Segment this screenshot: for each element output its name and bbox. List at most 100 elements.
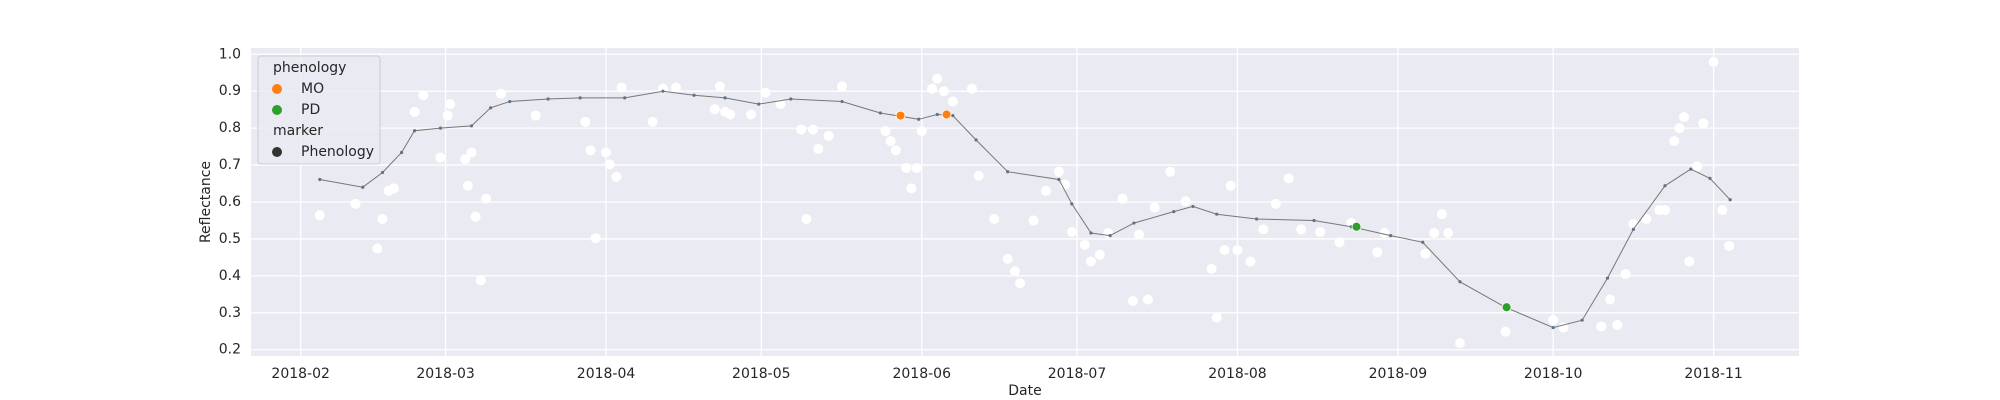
point [885,136,896,147]
x-tick-label: 2018-06 [892,366,951,382]
y-axis-label: Reflectance [198,161,214,243]
line-vertex [1631,227,1635,231]
legend-marker [272,84,282,94]
point [796,124,807,135]
point [745,109,756,120]
line-vertex [1108,234,1112,238]
line-vertex [508,99,512,104]
point [1596,321,1607,332]
point [709,104,720,115]
point [1717,205,1728,216]
point [1443,228,1454,239]
line-vertex [1132,221,1136,225]
y-tick-label: 0.8 [219,120,241,136]
x-tick-label: 2018-08 [1208,366,1267,382]
y-tick-label: 0.2 [219,342,241,358]
point [1501,302,1512,313]
point [466,147,477,158]
point [1620,269,1631,280]
legend: phenology MO PD marker Phenology [257,55,381,165]
point [801,213,812,224]
line-vertex [661,89,665,93]
point [906,183,917,194]
legend-subtitle: marker [273,123,323,139]
point [1436,209,1447,220]
point [435,152,446,163]
point [1142,294,1153,305]
point [616,82,627,93]
legend-box [257,55,381,165]
line-vertex [578,96,582,100]
point [880,126,891,137]
point [1684,256,1695,267]
legend-marker [272,105,282,115]
y-tick-label: 0.7 [219,157,241,173]
point [966,83,977,94]
line-vertex [1580,318,1584,322]
line-vertex [1689,167,1693,171]
line-vertex [935,112,939,117]
point [1002,253,1013,264]
line-vertex [1006,170,1010,174]
x-tick-label: 2018-11 [1684,366,1743,382]
y-tick-label: 0.3 [219,305,241,321]
line-vertex [623,96,627,100]
point [1225,180,1236,191]
point [1149,202,1160,213]
point [604,159,615,170]
x-tick-label: 2018-10 [1524,366,1583,382]
y-tick-label: 1.0 [219,46,241,62]
point [475,275,486,286]
point [1134,229,1145,240]
point [1372,247,1383,258]
point [1674,123,1685,134]
point [714,81,725,92]
point [1219,245,1230,256]
point [1698,118,1709,129]
point [1692,161,1703,172]
point [1679,112,1690,123]
point [1315,226,1326,237]
point [1165,166,1176,177]
point [1127,295,1138,306]
point [460,154,471,165]
point [725,109,736,120]
point [939,86,950,97]
line-vertex [469,124,474,128]
point [932,73,943,84]
point [911,163,922,174]
point [1066,226,1077,237]
point [989,213,1000,224]
point [611,171,622,182]
line-vertex [1551,325,1555,330]
point [1724,240,1735,251]
line-vertex [361,185,365,189]
point [442,110,453,121]
point [495,88,506,99]
point [1641,213,1652,224]
line-vertex [1663,184,1667,188]
point [808,124,819,135]
point [1079,239,1090,250]
grid: 0.2 0.3 0.4 0.5 0.6 0.7 0.8 0.9 1.0 2018-02 2018-0… [219,46,1799,382]
legend-title: phenology [273,60,346,76]
line-vertex [1089,231,1093,235]
line-vertex [789,97,793,101]
point [418,90,429,101]
point [372,243,383,254]
point [895,110,906,121]
point [1558,322,1569,333]
point [601,147,612,158]
line-vertex [1605,276,1610,280]
point [1351,221,1362,232]
line-vertex [489,106,493,110]
line-vertex [1421,240,1425,244]
point [377,213,388,224]
point [1245,256,1256,267]
line-vertex [1057,177,1061,182]
point [530,110,541,121]
point [445,99,456,110]
point [350,198,361,209]
point [1270,198,1281,209]
point [1206,263,1217,274]
